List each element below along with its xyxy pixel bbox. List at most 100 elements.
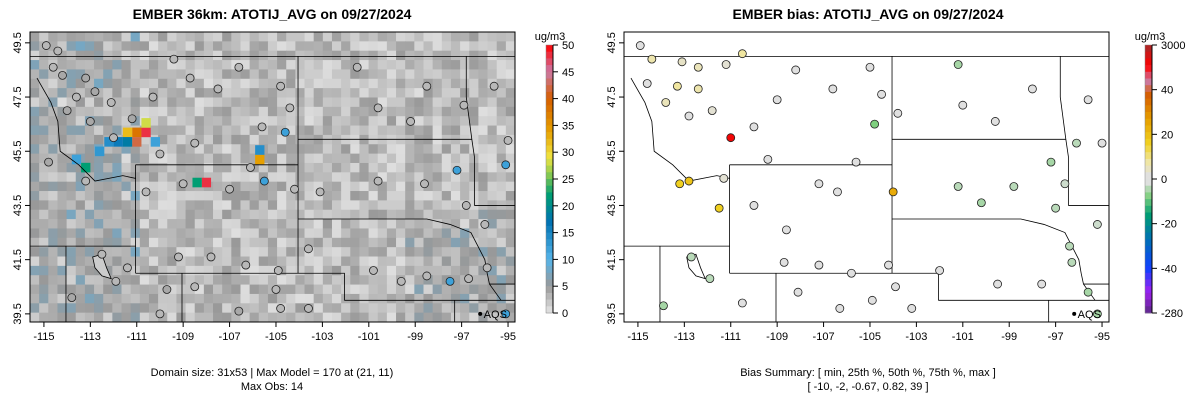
- grid-cell: [441, 256, 452, 267]
- station-marker: [178, 179, 188, 189]
- grid-cell: [222, 303, 232, 314]
- grid-cell: [496, 275, 507, 286]
- grid-cell: [322, 50, 333, 61]
- grid-cell: [84, 293, 95, 304]
- grid-cell: [295, 60, 306, 70]
- grid-cell: [359, 50, 370, 61]
- grid-cell: [368, 209, 379, 220]
- grid-cell: [249, 256, 260, 267]
- grid-cell: [405, 312, 415, 322]
- grid-cell: [103, 200, 113, 211]
- grid-cell: [57, 265, 68, 276]
- colorbar-swatch: [1145, 292, 1152, 300]
- station-marker: [420, 179, 429, 189]
- x-tick-label: -105: [265, 331, 287, 343]
- grid-cell: [130, 60, 141, 70]
- grid-cell: [396, 134, 406, 145]
- grid-cell: [203, 247, 214, 258]
- colorbar-swatch: [1145, 71, 1152, 79]
- colorbar-swatch: [546, 118, 553, 126]
- grid-cell: [249, 247, 260, 258]
- grid-cell: [322, 275, 333, 286]
- grid-cell: [176, 153, 187, 164]
- grid-cell: [432, 191, 443, 201]
- grid-cell: [450, 69, 461, 80]
- grid-cell: [267, 78, 278, 89]
- grid-cell: [213, 284, 223, 295]
- grid-cell: [121, 162, 132, 173]
- grid-cell: [304, 191, 315, 201]
- station-marker: [1092, 309, 1102, 319]
- grid-cell: [405, 181, 415, 192]
- station-marker: [1028, 84, 1037, 94]
- grid-cell: [258, 209, 269, 220]
- x-tick-label: -115: [627, 331, 648, 343]
- grid-cell: [423, 209, 434, 220]
- grid-cell: [194, 106, 205, 117]
- grid-cell: [158, 116, 168, 127]
- grid-cell: [139, 209, 150, 220]
- colorbar-tick-label: 40: [1161, 85, 1173, 97]
- grid-cell: [148, 265, 159, 276]
- grid-cell: [368, 312, 379, 322]
- grid-cell: [121, 200, 132, 211]
- grid-cell: [450, 153, 461, 164]
- station-marker: [90, 87, 100, 97]
- grid-cell: [487, 134, 498, 145]
- state-border: [630, 77, 730, 182]
- grid-cell: [313, 284, 324, 295]
- grid-cell: [66, 256, 77, 267]
- x-tick-label: -103: [311, 331, 333, 343]
- grid-cell: [75, 228, 86, 239]
- grid-cell: [277, 275, 287, 286]
- grid-cell: [478, 303, 489, 314]
- colorbar-swatch: [1145, 165, 1152, 173]
- station-marker: [85, 117, 95, 126]
- grid-cell: [203, 78, 214, 89]
- grid-cell: [57, 125, 68, 136]
- grid-cell: [57, 50, 68, 61]
- station-marker: [225, 184, 234, 194]
- grid-cell: [121, 209, 132, 220]
- grid-cell: [350, 209, 360, 220]
- grid-cell: [496, 191, 507, 201]
- colorbar-swatch: [1145, 179, 1152, 187]
- grid-cell: [148, 60, 159, 70]
- grid-cell: [121, 275, 132, 286]
- grid-cell: [66, 237, 77, 248]
- grid-cell: [258, 191, 269, 201]
- grid-cell: [94, 228, 104, 239]
- grid-cell: [405, 50, 415, 61]
- grid-cell: [359, 219, 370, 229]
- station-marker: [396, 276, 406, 286]
- grid-cell: [441, 60, 452, 70]
- station-marker: [707, 106, 717, 115]
- y-tick-label: 47.5: [12, 86, 24, 107]
- grid-cell: [57, 116, 68, 127]
- grid-cell: [460, 256, 470, 267]
- grid-cell: [441, 78, 452, 89]
- colorbar-swatch: [546, 239, 553, 247]
- grid-cell: [121, 303, 132, 314]
- station-marker: [993, 279, 1003, 289]
- grid-cell: [350, 293, 360, 304]
- grid-cell: [167, 41, 177, 52]
- grid-cell: [231, 134, 241, 145]
- station-marker: [793, 287, 803, 297]
- grid-cell: [84, 134, 95, 145]
- grid-cell: [30, 284, 40, 295]
- grid-cell: [267, 125, 278, 136]
- colorbar-swatch: [1145, 259, 1152, 267]
- grid-cell: [313, 172, 324, 183]
- grid-cell: [103, 106, 113, 117]
- grid-cell: [158, 144, 168, 155]
- grid-cell: [84, 219, 95, 229]
- grid-cell: [48, 134, 58, 145]
- grid-cell: [432, 284, 443, 295]
- grid-cell: [139, 69, 150, 80]
- grid-cell: [368, 237, 379, 248]
- grid-cell: [267, 181, 278, 192]
- grid-cell: [57, 247, 68, 258]
- grid-cell: [30, 78, 40, 89]
- grid-cell: [450, 125, 461, 136]
